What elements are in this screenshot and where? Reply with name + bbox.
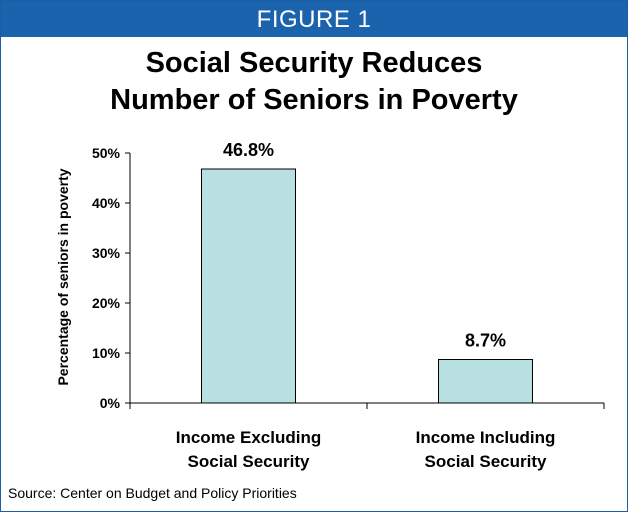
y-tick-label: 0% — [100, 395, 121, 411]
chart-title-line-1: Social Security Reduces — [145, 47, 483, 79]
bar — [201, 168, 296, 404]
y-tick-label: 20% — [92, 295, 121, 311]
chart-title: Social Security Reduces Number of Senior… — [1, 45, 627, 119]
bar — [438, 359, 533, 404]
data-label: 8.7% — [465, 331, 506, 351]
x-tick-label: Income Including — [416, 428, 556, 447]
y-tick-label: 10% — [92, 345, 121, 361]
y-axis-label: Percentage of seniors in poverty — [55, 168, 71, 385]
y-tick-label: 50% — [92, 145, 121, 161]
source-note: Source: Center on Budget and Policy Prio… — [8, 485, 297, 501]
labels: 0% 10% 20% 30% 40% 50% 46.8% Income Excluding So… — [92, 140, 555, 471]
chart-title-line-2: Number of Seniors in Poverty — [110, 84, 518, 116]
x-tick-label: Social Security — [425, 452, 547, 471]
x-tick-label: Social Security — [188, 452, 310, 471]
y-axis-label-group: Percentage of seniors in poverty — [55, 168, 71, 385]
bars — [201, 168, 533, 404]
data-label: 46.8% — [223, 140, 274, 160]
figure-label-banner: FIGURE 1 — [1, 1, 627, 37]
x-tick-label: Income Excluding — [176, 428, 321, 447]
y-tick-label: 30% — [92, 245, 121, 261]
y-tick-label: 40% — [92, 195, 121, 211]
